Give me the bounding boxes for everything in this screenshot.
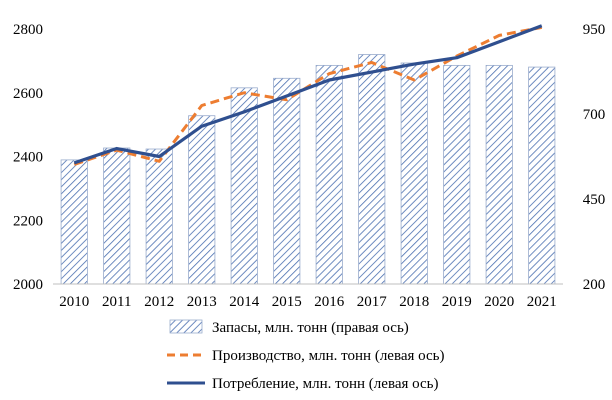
bar-2011 — [103, 147, 131, 285]
x-tick-label: 2014 — [229, 294, 260, 310]
right-tick-label: 200 — [583, 277, 606, 293]
bar-2013 — [188, 115, 216, 285]
left-tick-label: 2400 — [13, 150, 43, 166]
x-tick-label: 2021 — [527, 294, 557, 310]
x-tick-label: 2019 — [442, 294, 472, 310]
bar-2012 — [145, 148, 173, 285]
legend: Запасы, млн. тонн (правая ось) Производст… — [167, 319, 445, 392]
legend-label: Производство, млн. тонн (левая ось) — [212, 348, 445, 364]
right-tick-label: 700 — [583, 107, 606, 123]
left-tick-label: 2200 — [13, 213, 43, 229]
x-tick-label: 2017 — [357, 294, 388, 310]
bar-2016 — [315, 64, 343, 285]
consumption-line — [73, 24, 543, 165]
right-tick-label: 950 — [583, 22, 606, 38]
bar-2015 — [273, 77, 301, 285]
left-tick-label: 2000 — [13, 277, 43, 293]
x-tick-label: 2020 — [484, 294, 514, 310]
x-tick-label: 2018 — [399, 294, 429, 310]
bar-2019 — [443, 64, 471, 285]
production-line — [73, 25, 543, 166]
x-tick-label: 2013 — [187, 294, 217, 310]
line-series — [73, 24, 543, 166]
bar-series — [60, 54, 556, 285]
x-tick-label: 2012 — [144, 294, 174, 310]
left-axis-ticks: 2000 2200 2400 2600 2800 — [13, 22, 43, 293]
right-tick-label: 450 — [583, 192, 606, 208]
bar-2014 — [230, 87, 258, 285]
x-tick-label: 2015 — [272, 294, 302, 310]
right-axis-ticks: 200 450 700 950 — [583, 22, 606, 293]
bar-2010 — [60, 159, 88, 285]
x-axis-ticks: 2010 2011 2012 2013 2014 2015 2016 2017 2018 2019… — [59, 294, 557, 310]
x-tick-label: 2011 — [102, 294, 131, 310]
left-tick-label: 2800 — [13, 22, 43, 38]
x-tick-label: 2016 — [314, 294, 345, 310]
legend-label: Запасы, млн. тонн (правая ось) — [212, 320, 409, 336]
bar-2017 — [358, 54, 386, 285]
bar-2021 — [528, 66, 556, 285]
legend-label: Потребление, млн. тонн (левая ось) — [212, 376, 439, 392]
left-tick-label: 2600 — [13, 86, 43, 102]
bar-2020 — [485, 64, 513, 285]
x-tick-label: 2010 — [59, 294, 89, 310]
legend-swatch-bar — [169, 319, 203, 334]
bar-2018 — [400, 62, 428, 285]
